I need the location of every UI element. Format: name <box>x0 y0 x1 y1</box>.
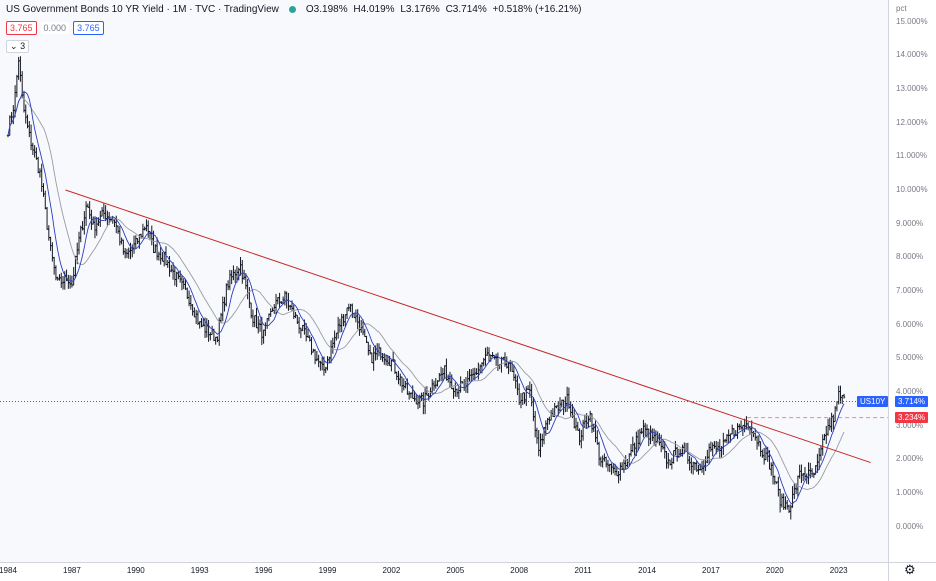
chevron-down-icon: ⌄ <box>10 41 18 51</box>
trend-line <box>65 189 871 464</box>
y-tick-label: 1.000% <box>896 487 924 497</box>
open-value: O3.198% <box>305 4 348 15</box>
high-value: H4.019% <box>353 4 395 15</box>
bid-badge[interactable]: 3.765 <box>6 21 37 35</box>
y-tick-label: 3.000% <box>896 420 924 430</box>
price-axis[interactable] <box>888 0 936 562</box>
quote-badges: 3.765 0.000 3.765 <box>6 21 104 35</box>
symbol-legend: US Government Bonds 10 YR Yield · 1M · T… <box>6 4 584 15</box>
x-tick-label: 2017 <box>701 566 720 575</box>
x-tick-label: 2005 <box>446 566 465 575</box>
x-tick-label: 1996 <box>254 566 273 575</box>
level-price-tag: 3.234% <box>895 411 929 423</box>
x-tick-label: 2011 <box>574 566 592 575</box>
time-axis[interactable] <box>0 562 888 581</box>
axis-unit: pct <box>896 4 907 13</box>
x-tick-label: 2014 <box>638 566 656 575</box>
close-value: C3.714% <box>445 4 487 15</box>
y-tick-label: 12.000% <box>896 117 928 127</box>
x-tick-label: 2023 <box>829 566 848 575</box>
moving-average-slow <box>7 97 845 490</box>
moving-average-fast <box>7 91 845 505</box>
axis-corner <box>888 562 936 581</box>
y-tick-label: 10.000% <box>896 185 928 194</box>
y-tick-label: 11.000% <box>896 151 927 161</box>
y-tick-label: 8.000% <box>896 252 924 262</box>
indicators-toggle[interactable]: ⌄ 3 <box>6 40 30 53</box>
y-tick-label: 5.000% <box>896 353 924 363</box>
last-price-tag: 3.714% <box>895 395 929 407</box>
symbol-title[interactable]: US Government Bonds 10 YR Yield · 1M · T… <box>6 4 279 15</box>
symbol-price-tag: US10Y <box>857 395 889 407</box>
y-tick-label: 15.000% <box>896 16 928 26</box>
price-chart[interactable] <box>0 0 888 562</box>
y-tick-label: 14.000% <box>896 50 928 60</box>
chart-plot-area[interactable] <box>0 0 888 562</box>
low-value: L3.176% <box>400 4 440 15</box>
change-value: +0.518% (+16.21%) <box>492 4 582 15</box>
y-tick-label: 13.000% <box>896 84 928 94</box>
market-status-icon <box>288 6 296 13</box>
ohlc-values: O3.198% H4.019% L3.176% C3.714% +0.518% … <box>306 4 585 15</box>
ask-badge[interactable]: 3.765 <box>73 21 104 35</box>
x-tick-label: 1993 <box>190 566 209 575</box>
x-tick-label: 1987 <box>62 566 81 575</box>
x-tick-label: 2002 <box>382 566 401 575</box>
x-tick-label: 1984 <box>0 566 17 575</box>
indicator-count: 3 <box>20 41 26 51</box>
y-tick-label: 9.000% <box>896 218 924 228</box>
settings-gear-icon[interactable]: ⚙ <box>904 562 916 577</box>
x-tick-label: 2020 <box>765 566 784 575</box>
x-tick-label: 2008 <box>510 566 529 575</box>
y-tick-label: 2.000% <box>896 454 924 464</box>
x-tick-label: 1990 <box>126 566 145 575</box>
spread-value: 0.000 <box>40 22 70 34</box>
y-tick-label: 0.000% <box>896 521 924 531</box>
y-tick-label: 7.000% <box>896 285 924 295</box>
y-tick-label: 4.000% <box>896 386 924 396</box>
y-tick-label: 6.000% <box>896 319 924 329</box>
x-tick-label: 1999 <box>318 566 337 575</box>
